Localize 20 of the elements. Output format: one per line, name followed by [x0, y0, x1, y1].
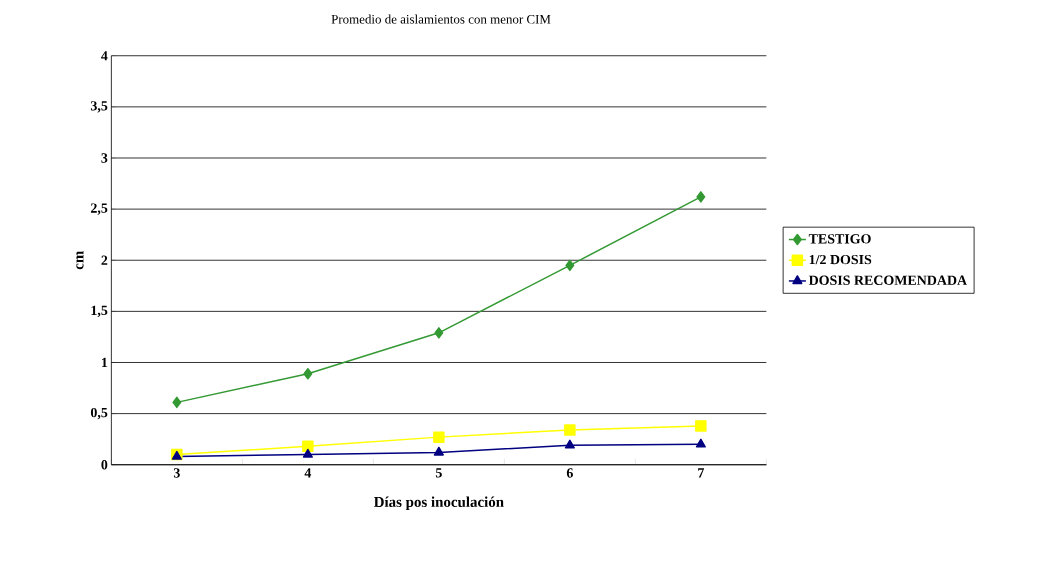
legend-label: 1/2 DOSIS — [809, 254, 872, 265]
x-tick-label: 4 — [304, 468, 312, 478]
y-tick-label: 0 — [101, 460, 108, 470]
legend-label: TESTIGO — [808, 234, 871, 244]
x-tick-label: 3 — [173, 468, 180, 478]
x-tick-label: 6 — [566, 468, 573, 478]
y-tick-label: 3,5 — [90, 101, 108, 113]
y-axis-title: cm — [76, 250, 84, 270]
y-tick-label: 2 — [101, 255, 108, 265]
legend-label: DOSIS RECOMENDADA — [808, 275, 967, 285]
chart-title: Promedio de aislamientos con menor CIM — [331, 14, 551, 24]
x-tick-label: 7 — [698, 468, 705, 478]
y-tick-label: 2,5 — [90, 203, 108, 215]
x-tick-label: 5 — [435, 468, 442, 478]
x-axis-title: Días pos inoculación — [373, 496, 504, 511]
y-tick-label: 3 — [101, 153, 108, 163]
y-tick-label: 0,5 — [90, 407, 108, 420]
y-tick-label: 1 — [101, 357, 108, 368]
y-tick-label: 1,5 — [91, 305, 108, 318]
y-tick-label: 4 — [101, 51, 108, 61]
